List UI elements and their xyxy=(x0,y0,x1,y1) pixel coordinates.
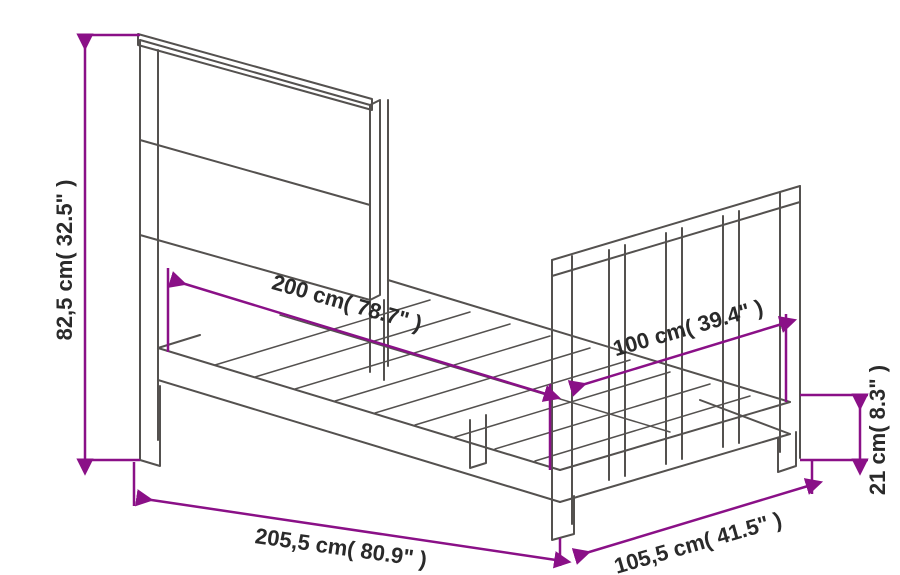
footboard xyxy=(552,186,800,530)
headboard xyxy=(138,34,388,445)
bed-frame-outline xyxy=(138,34,800,540)
label-inner-width: 100 cm( 39.4" ) xyxy=(610,294,766,361)
dim-footboard-height xyxy=(800,395,868,460)
label-outer-length: 205,5 cm( 80.9" ) xyxy=(254,523,429,572)
bed-frame-dimension-diagram: 82,5 cm( 32.5" ) 200 cm( 78.7" ) 100 cm(… xyxy=(0,0,900,575)
label-outer-width: 105,5 cm( 41.5" ) xyxy=(611,507,784,575)
label-height-overall: 82,5 cm( 32.5" ) xyxy=(52,180,77,341)
dim-height-overall xyxy=(78,35,140,460)
dimension-labels: 82,5 cm( 32.5" ) 200 cm( 78.7" ) 100 cm(… xyxy=(52,180,890,575)
label-footboard-height: 21 cm( 8.3" ) xyxy=(865,365,890,495)
label-inner-length: 200 cm( 78.7" ) xyxy=(269,269,425,336)
